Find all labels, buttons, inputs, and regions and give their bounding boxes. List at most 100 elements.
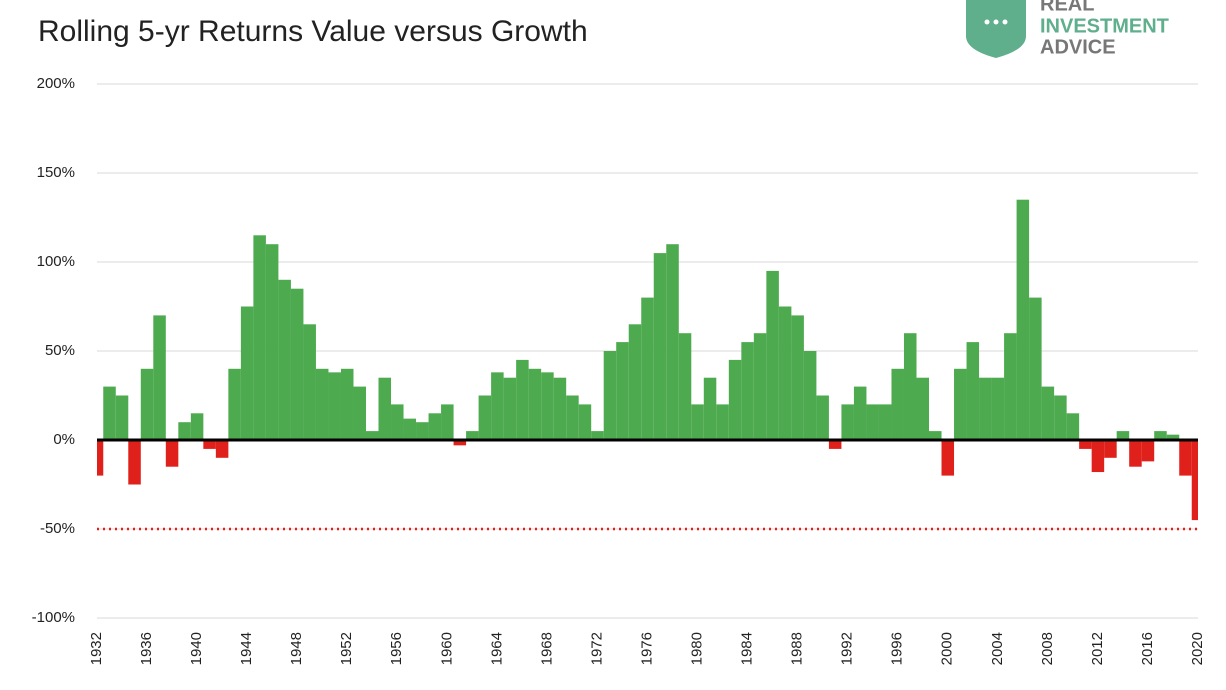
- bar: [728, 359, 742, 440]
- bar: [503, 377, 517, 440]
- bar: [541, 372, 554, 440]
- bar: [979, 377, 992, 440]
- bar: [240, 306, 254, 440]
- bar: [1079, 440, 1092, 449]
- bar: [215, 440, 229, 458]
- bar: [778, 306, 792, 440]
- x-tick-label: 1964: [488, 632, 505, 665]
- bar: [791, 315, 804, 440]
- bar: [1066, 413, 1080, 440]
- bar: [528, 368, 542, 440]
- x-tick-label: 1988: [789, 632, 806, 665]
- bar: [140, 368, 154, 440]
- x-tick-label: 2000: [939, 632, 956, 665]
- bar: [153, 315, 166, 440]
- bar: [628, 324, 642, 440]
- x-tick-label: 1932: [88, 632, 105, 665]
- bar: [353, 386, 366, 440]
- bar: [203, 440, 216, 449]
- x-tick-label: 2020: [1189, 632, 1206, 665]
- bar: [566, 395, 579, 440]
- bar: [954, 368, 967, 440]
- bar: [1041, 386, 1055, 440]
- bar: [1016, 199, 1030, 440]
- bar: [578, 404, 592, 440]
- bar: [1141, 440, 1155, 462]
- bar: [716, 404, 729, 440]
- logo-shield: [966, 0, 1026, 58]
- bar: [1004, 333, 1017, 440]
- logo-text: INVESTMENT: [1040, 15, 1169, 37]
- logo-text: REAL: [1040, 0, 1094, 15]
- x-tick-label: 1980: [689, 632, 706, 665]
- bar: [941, 440, 955, 476]
- bar: [441, 404, 454, 440]
- x-tick-label: 1948: [288, 632, 305, 665]
- bar: [591, 431, 604, 440]
- bar: [265, 244, 279, 440]
- x-tick-label: 1940: [188, 632, 205, 665]
- x-tick-label: 1976: [638, 632, 655, 665]
- y-tick-label: 50%: [45, 342, 75, 359]
- x-tick-label: 1952: [338, 632, 355, 665]
- x-tick-label: 1944: [238, 632, 255, 665]
- bar: [691, 404, 704, 440]
- y-tick-label: 100%: [37, 253, 75, 270]
- bar: [641, 297, 654, 440]
- bar: [878, 404, 892, 440]
- bar: [428, 413, 442, 440]
- bar: [553, 377, 567, 440]
- bar: [1091, 440, 1105, 473]
- bar: [253, 235, 266, 440]
- bar: [97, 440, 104, 476]
- bar: [816, 395, 829, 440]
- bar: [466, 431, 479, 440]
- bar: [753, 333, 767, 440]
- bar: [966, 342, 980, 440]
- bar: [828, 440, 842, 449]
- logo-text: ADVICE: [1040, 36, 1116, 58]
- bar: [1116, 431, 1130, 440]
- bar: [616, 342, 629, 440]
- bar: [290, 288, 304, 440]
- bar: [903, 333, 917, 440]
- bar: [866, 404, 879, 440]
- bar: [766, 270, 779, 440]
- y-tick-label: -100%: [32, 609, 75, 626]
- logo: REAL INVESTMENT ADVICE: [966, 0, 1169, 58]
- y-tick-label: -50%: [40, 520, 75, 537]
- bar: [841, 404, 854, 440]
- bar: [803, 351, 817, 440]
- bar: [1166, 434, 1180, 440]
- bar: [378, 377, 392, 440]
- bar: [653, 253, 667, 440]
- bar: [991, 377, 1005, 440]
- bar: [1104, 440, 1117, 458]
- x-tick-label: 1972: [588, 632, 605, 665]
- bar: [228, 368, 241, 440]
- bar: [741, 342, 754, 440]
- bar: [453, 440, 467, 446]
- logo-dot: [984, 19, 990, 25]
- x-tick-label: 2012: [1089, 632, 1106, 665]
- x-tick-label: 1992: [839, 632, 856, 665]
- bar: [516, 359, 529, 440]
- bar: [1191, 440, 1198, 521]
- bar: [315, 368, 329, 440]
- y-tick-label: 200%: [37, 75, 75, 92]
- x-tick-label: 2016: [1139, 632, 1156, 665]
- bar: [478, 395, 492, 440]
- bar: [666, 244, 679, 440]
- bar: [416, 422, 429, 440]
- bar: [303, 324, 316, 440]
- bar: [165, 440, 179, 467]
- bar: [891, 368, 904, 440]
- bar: [603, 351, 617, 440]
- bar: [1029, 297, 1042, 440]
- bar: [678, 333, 692, 440]
- x-tick-label: 1936: [138, 632, 155, 665]
- bar: [1054, 395, 1067, 440]
- bar: [491, 372, 504, 440]
